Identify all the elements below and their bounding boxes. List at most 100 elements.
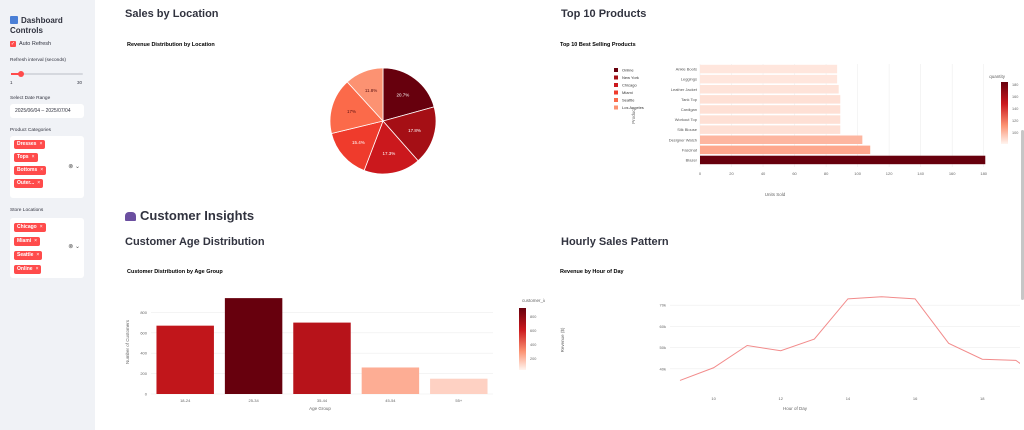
age-colorbar-title: customer_id (522, 298, 545, 303)
age-category-label: 35-44 (317, 398, 328, 403)
age-bar (361, 367, 420, 394)
close-icon[interactable]: × (39, 141, 43, 147)
close-icon[interactable]: × (34, 238, 38, 244)
pie-slice (331, 120, 384, 172)
age-bar (293, 322, 351, 394)
refresh-interval-slider[interactable] (11, 71, 83, 77)
close-icon[interactable]: × (36, 252, 40, 258)
age-bar (224, 298, 283, 394)
close-icon[interactable]: × (40, 167, 44, 173)
legend-label: Miami (622, 90, 633, 95)
chevron-down-icon[interactable]: ⌄ (74, 244, 80, 250)
category-tag[interactable]: Tops × (14, 153, 38, 162)
product-bar (700, 155, 986, 165)
main-content: Sales by Location Top 10 Products Custom… (95, 0, 1024, 430)
y-tick-label: 50k (660, 345, 666, 350)
x-tick-label: 160 (949, 171, 956, 176)
clear-all-icon[interactable]: ⊗ (68, 164, 74, 170)
x-tick-label: 0 (699, 171, 702, 176)
slider-max: 30 (77, 80, 83, 85)
customer-insights-heading: Customer Insights (125, 208, 254, 223)
products-xlabel: Units Sold (765, 192, 786, 197)
product-bar (700, 145, 871, 155)
x-tick-label: 18 (980, 396, 985, 401)
location-tag[interactable]: Chicago × (14, 223, 46, 232)
x-tick-label: 100 (854, 171, 861, 176)
date-range-label: Select Date Range (10, 96, 51, 101)
clear-all-icon[interactable]: ⊗ (68, 244, 74, 250)
hourly-ylabel: Revenue ($) (560, 327, 565, 352)
x-tick-label: 60 (792, 171, 797, 176)
categories-multiselect[interactable]: Dresses × Tops × Bottoms × Outer... × ⊗ ⌄ (10, 136, 84, 198)
location-tag[interactable]: Seattle × (14, 251, 43, 260)
product-label: Leggings (681, 77, 697, 82)
age-category-label: 18-24 (180, 398, 191, 403)
top-products-chart: Top 10 Best Selling Products Online New Y… (560, 42, 1018, 197)
slider-fill (11, 73, 21, 75)
close-icon[interactable]: × (35, 266, 39, 272)
sales-by-location-heading: Sales by Location (125, 8, 219, 20)
age-title: Customer Distribution by Age Group (127, 269, 223, 275)
y-tick-label: 400 (140, 351, 147, 356)
location-tag[interactable]: Online × (14, 265, 42, 274)
category-tag[interactable]: Bottoms × (14, 166, 47, 175)
product-label: Silk Blouse (677, 127, 698, 132)
product-label: Fascinat (682, 147, 698, 152)
x-tick-label: 20 (729, 171, 734, 176)
chevron-down-icon[interactable]: ⌄ (74, 164, 80, 170)
product-label: Designer Watch (669, 137, 697, 142)
locations-multiselect[interactable]: Chicago × Miami × Seattle × Online × ⊗ ⌄ (10, 218, 84, 278)
slider-min: 1 (10, 80, 13, 85)
category-tag[interactable]: Dresses × (14, 140, 46, 149)
age-distribution-heading: Customer Age Distribution (125, 236, 265, 248)
slider-thumb[interactable] (17, 71, 24, 77)
scrollbar[interactable] (1021, 130, 1024, 300)
x-tick-label: 120 (886, 171, 893, 176)
x-tick-label: 80 (824, 171, 829, 176)
age-bar (156, 325, 214, 394)
product-bar (700, 85, 839, 94)
colorbar-tick: 200 (530, 357, 536, 361)
auto-refresh-checkbox[interactable]: ✓ Auto Refresh (10, 41, 52, 47)
age-ylabel: Number of Customers (125, 319, 130, 364)
product-label: Cardigan (681, 107, 697, 112)
legend-swatch (614, 105, 618, 110)
hourly-title: Revenue by Hour of Day (560, 269, 625, 275)
locations-label: Store Locations (10, 208, 44, 213)
x-tick-label: 10 (711, 396, 716, 401)
pie-slice (329, 81, 384, 135)
legend-swatch (614, 68, 618, 72)
category-tag[interactable]: Outer... × (14, 179, 44, 188)
x-tick-label: 16 (913, 396, 918, 401)
hourly-sales-heading: Hourly Sales Pattern (561, 236, 669, 248)
products-colorbar (1001, 82, 1008, 144)
close-icon[interactable]: × (31, 154, 35, 160)
x-tick-label: 14 (846, 396, 851, 401)
close-icon[interactable]: × (37, 180, 41, 186)
pie-slice (363, 120, 419, 175)
product-bar (700, 74, 838, 84)
colorbar-tick: 600 (530, 329, 536, 333)
legend-swatch (614, 83, 618, 87)
close-icon[interactable]: × (39, 224, 43, 230)
categories-label: Product Categories (10, 128, 52, 133)
product-bar (700, 95, 841, 104)
chart-icon (10, 16, 18, 24)
y-tick-label: 70k (660, 303, 666, 308)
date-range-input[interactable]: 2025/06/04 – 2025/07/04 (10, 104, 84, 118)
age-category-label: 25-34 (248, 398, 259, 403)
colorbar-tick: 100 (1012, 131, 1018, 135)
pie-chart: Revenue Distribution by Location 20.7% 17… (127, 42, 437, 175)
legend-label: Online (622, 68, 634, 73)
location-tag[interactable]: Miami × (14, 237, 41, 246)
legend-label: New York (622, 75, 639, 80)
x-tick-label: 180 (980, 171, 987, 176)
product-label: Ankle Boots (676, 67, 697, 72)
product-label: Workout Top (675, 117, 698, 122)
pie-slice (346, 67, 384, 123)
x-tick-label: 140 (917, 171, 924, 176)
pie-label: 15.4% (352, 140, 365, 145)
age-colorbar (519, 308, 526, 370)
product-bar (700, 125, 841, 134)
products-colorbar-title: quantity (989, 74, 1006, 79)
